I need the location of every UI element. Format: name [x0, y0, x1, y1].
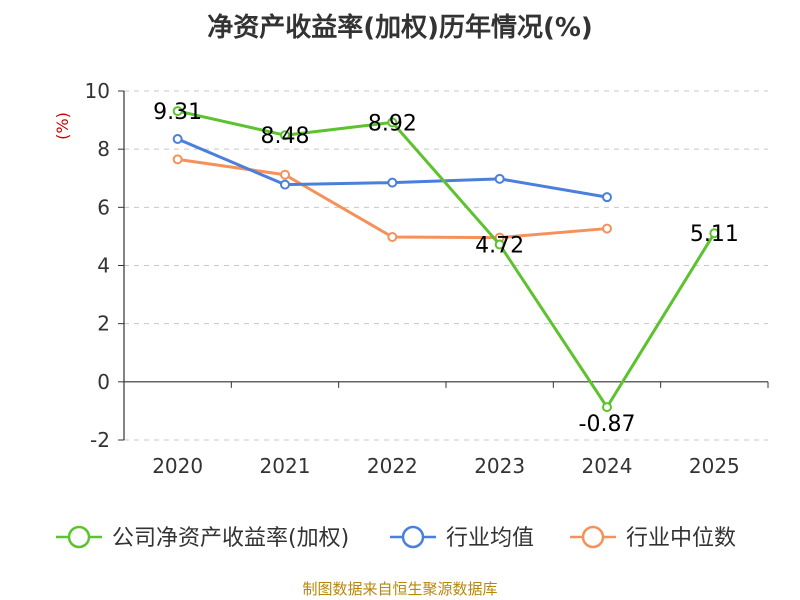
chart-title: 净资产收益率(加权)历年情况(%) [207, 12, 593, 43]
data-point [602, 192, 612, 203]
data-label: 8.48 [261, 124, 310, 149]
data-point [280, 179, 290, 190]
grid-lines [124, 90, 768, 441]
source-note: 制图数据来自恒生聚源数据库 [302, 580, 497, 598]
x-tick-label: 2022 [367, 454, 418, 478]
y-tick-label: 8 [97, 137, 110, 161]
y-tick-label: 6 [97, 195, 110, 219]
data-point [602, 223, 612, 234]
y-tick-label: 0 [97, 370, 110, 394]
legend-label: 公司净资产收益率(加权) [112, 526, 349, 551]
legend: 公司净资产收益率(加权) 行业均值 行业中位数 [56, 525, 736, 551]
data-point [494, 239, 505, 250]
legend-label: 行业均值 [446, 526, 534, 551]
data-point [387, 177, 398, 188]
data-point [172, 106, 183, 117]
data-point [280, 130, 290, 141]
y-tick-label: -2 [90, 428, 110, 452]
data-point [494, 173, 505, 184]
data-label: 4.72 [475, 234, 524, 259]
data-label: 5.11 [690, 222, 739, 247]
data-label: 9.31 [153, 100, 202, 125]
legend-swatch-marker [67, 525, 91, 549]
data-point [172, 154, 183, 165]
data-point [602, 402, 612, 413]
data-label: -0.87 [579, 412, 636, 437]
x-tick-label: 2023 [474, 454, 525, 478]
legend-label: 行业中位数 [626, 526, 736, 551]
data-point [280, 169, 290, 180]
x-tick-label: 2020 [152, 454, 203, 478]
series-line [177, 109, 716, 409]
y-axis-unit: (%) [53, 112, 72, 140]
legend-item[interactable]: 行业均值 [390, 525, 534, 551]
data-label: 8.92 [368, 111, 417, 136]
data-labels: 9.31 8.48 8.92 4.72 -0.87 5.11 [153, 100, 739, 437]
data-point [387, 231, 398, 242]
x-tick-label: 2021 [260, 454, 311, 478]
series-line [177, 157, 608, 240]
data-point [172, 133, 183, 144]
series-group [172, 106, 720, 413]
y-tick-label: 4 [97, 254, 110, 278]
legend-item[interactable]: 行业中位数 [570, 525, 736, 551]
data-point [709, 228, 720, 239]
legend-swatch-marker [401, 525, 425, 549]
x-tick-label: 2025 [689, 454, 740, 478]
y-tick-label: 2 [97, 312, 110, 336]
legend-item[interactable]: 公司净资产收益率(加权) [56, 525, 349, 551]
y-tick-label: 10 [85, 79, 110, 103]
axes: -2 0 2 4 6 8 10 2020 2021 2022 2023 2024 2025 [85, 79, 769, 478]
x-tick-label: 2024 [582, 454, 633, 478]
legend-swatch-marker [581, 525, 605, 549]
data-point [387, 117, 398, 128]
